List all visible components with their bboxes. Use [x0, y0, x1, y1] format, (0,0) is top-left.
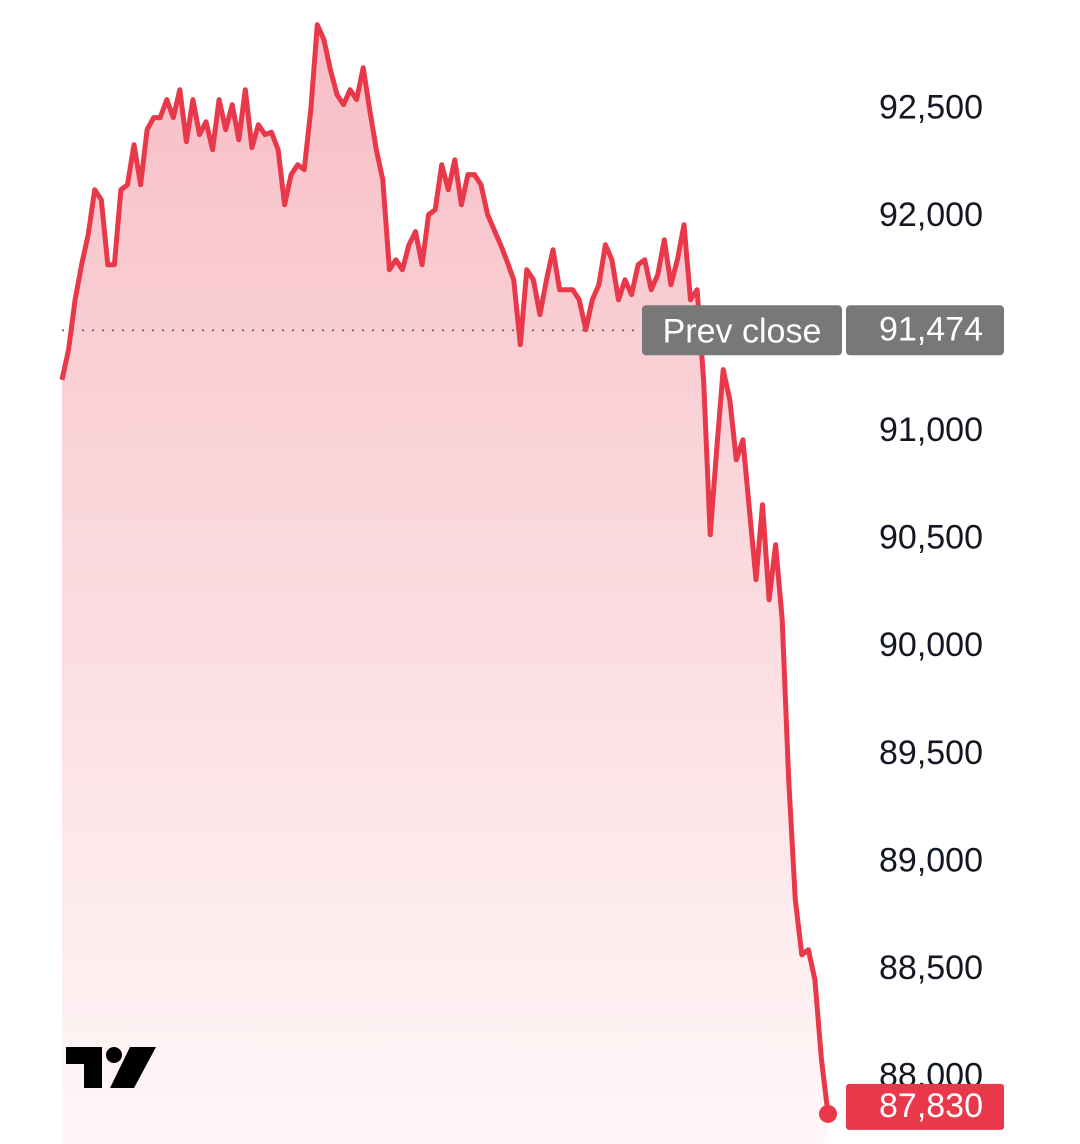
y-tick-label: 92,000	[879, 196, 983, 234]
last-price-badge	[846, 1083, 1004, 1130]
prev-close-label: Prev close	[663, 312, 822, 350]
price-labels: Prev close 91,474 87,830	[642, 305, 1004, 1130]
prev-close-value-badge	[846, 305, 1004, 356]
y-tick-label: 90,500	[879, 519, 983, 557]
y-tick-label: 89,500	[879, 734, 983, 772]
logo-mark	[110, 1047, 156, 1088]
y-tick-label: 89,000	[879, 841, 983, 879]
last-price-label: 87,830	[879, 1087, 983, 1125]
prev-close-value: 91,474	[879, 310, 983, 348]
y-tick-label: 92,500	[879, 89, 983, 127]
logo-mark	[66, 1047, 102, 1088]
y-axis: 88,00088,50089,00089,50090,00090,50091,0…	[879, 89, 983, 1095]
logo-mark	[106, 1047, 122, 1063]
last-point	[819, 1104, 837, 1123]
logo	[66, 1047, 156, 1088]
prev-close-badge	[642, 305, 842, 356]
y-tick-label: 88,500	[879, 949, 983, 987]
y-tick-label: 90,000	[879, 626, 983, 664]
y-tick-label: 91,000	[879, 411, 983, 449]
plot-area	[59, 22, 837, 1144]
area-fill	[62, 24, 828, 1144]
